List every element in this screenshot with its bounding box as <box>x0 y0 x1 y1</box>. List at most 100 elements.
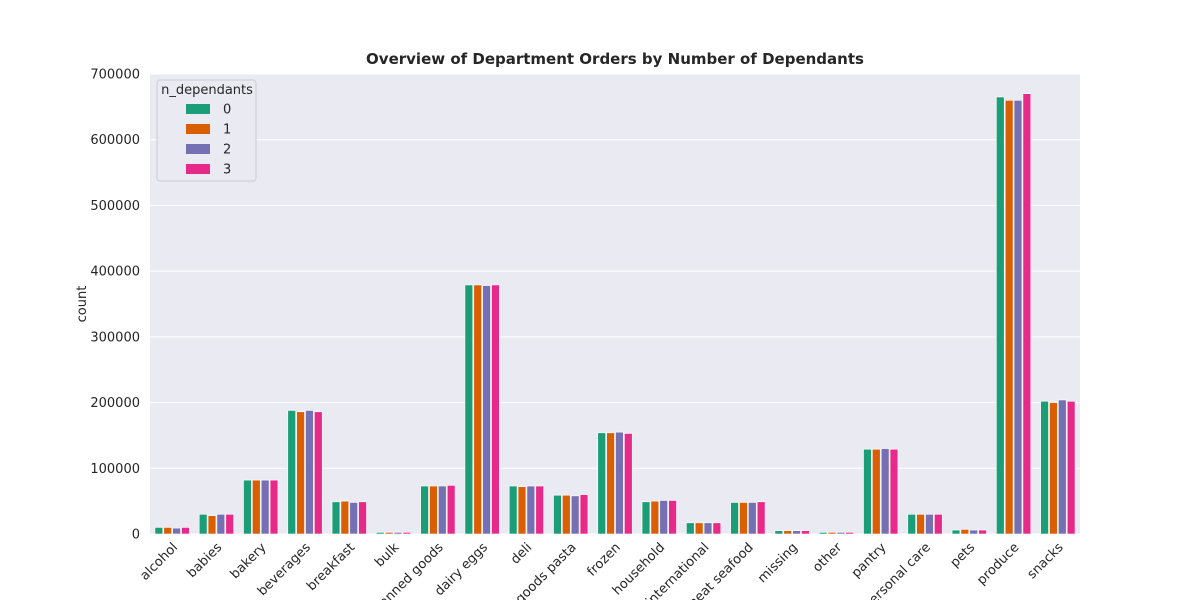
grid-lines <box>150 73 1080 535</box>
x-tick-label: other <box>810 540 846 576</box>
x-tick-label: babies <box>184 540 225 581</box>
bar <box>1049 402 1058 535</box>
y-axis-label: count <box>75 286 90 323</box>
bar <box>314 411 323 535</box>
bar <box>207 515 217 535</box>
x-tick-label: produce <box>974 540 1022 588</box>
legend-label: 1 <box>223 123 231 138</box>
bar <box>712 522 722 535</box>
bar <box>969 529 978 535</box>
bar <box>1022 93 1032 535</box>
bar <box>154 527 164 535</box>
bar <box>562 494 571 535</box>
bar <box>863 448 872 535</box>
bar <box>296 411 305 535</box>
bar <box>340 500 350 535</box>
bar <box>818 532 828 535</box>
bar <box>172 527 181 535</box>
x-tick-label: dry goods pasta <box>495 540 580 600</box>
bar <box>553 494 562 535</box>
bar <box>260 479 270 535</box>
bar <box>358 501 367 535</box>
bar <box>792 530 801 535</box>
bar <box>872 448 881 535</box>
bar <box>181 527 190 535</box>
bar <box>225 513 234 535</box>
x-tick-label: deli <box>508 540 535 567</box>
legend-swatch <box>186 144 210 154</box>
y-tick-label: 300000 <box>90 330 140 345</box>
x-tick-label: pantry <box>849 540 890 581</box>
bar <box>845 532 854 535</box>
bar <box>402 532 412 535</box>
bar <box>978 529 987 535</box>
bar <box>668 500 677 535</box>
bar <box>916 513 925 535</box>
y-tick-label: 500000 <box>90 199 140 214</box>
bar <box>880 448 890 535</box>
bar <box>420 485 429 535</box>
bar <box>508 485 518 535</box>
bar <box>650 500 660 535</box>
bar <box>243 479 252 535</box>
bars <box>154 93 1076 535</box>
bar <box>384 532 394 535</box>
bar <box>624 433 633 535</box>
bar <box>730 502 739 535</box>
bar <box>836 532 846 535</box>
bar <box>1040 400 1049 535</box>
bar <box>526 485 536 535</box>
x-tick-label: bulk <box>372 540 402 570</box>
bar <box>349 502 358 535</box>
legend-items: 0 1 2 3 <box>186 103 231 178</box>
bar <box>1058 399 1067 535</box>
bar <box>907 513 916 535</box>
bar <box>694 522 704 535</box>
y-tick-label: 400000 <box>90 265 140 280</box>
bar <box>606 432 615 535</box>
plot-area <box>150 74 1080 534</box>
x-tick-label: pets <box>948 540 979 571</box>
y-tick-label: 0 <box>132 528 140 543</box>
y-tick-label: 600000 <box>90 133 140 148</box>
bar <box>252 479 261 535</box>
y-tick-label: 700000 <box>90 68 140 83</box>
legend-swatch <box>186 104 210 114</box>
bar <box>925 513 934 535</box>
bar <box>996 96 1005 535</box>
bar <box>269 479 279 535</box>
bar <box>801 530 810 535</box>
bar <box>517 486 527 535</box>
bar <box>163 527 172 535</box>
y-tick-label: 200000 <box>90 396 140 411</box>
bar <box>331 501 341 535</box>
bar <box>827 532 837 535</box>
y-tick-label: 100000 <box>90 462 140 477</box>
bar <box>659 500 668 535</box>
bar <box>703 522 713 535</box>
bar <box>748 502 757 535</box>
bar <box>783 530 792 535</box>
bar <box>756 501 766 535</box>
bar <box>1013 99 1023 535</box>
bar <box>597 432 606 535</box>
bar <box>473 284 482 535</box>
bar <box>482 285 491 535</box>
legend-label: 2 <box>223 143 231 158</box>
x-tick-label: snacks <box>1025 540 1067 582</box>
bar <box>216 513 226 535</box>
bar <box>774 530 784 535</box>
bar <box>579 494 589 535</box>
x-tick-label: alcohol <box>137 540 180 583</box>
legend-swatch <box>186 124 210 134</box>
bar <box>641 501 651 535</box>
bar <box>951 529 961 535</box>
bar <box>535 485 544 535</box>
bar <box>438 485 447 535</box>
bar <box>446 485 456 535</box>
x-tick-label: bakery <box>228 540 270 582</box>
bar <box>393 532 403 535</box>
